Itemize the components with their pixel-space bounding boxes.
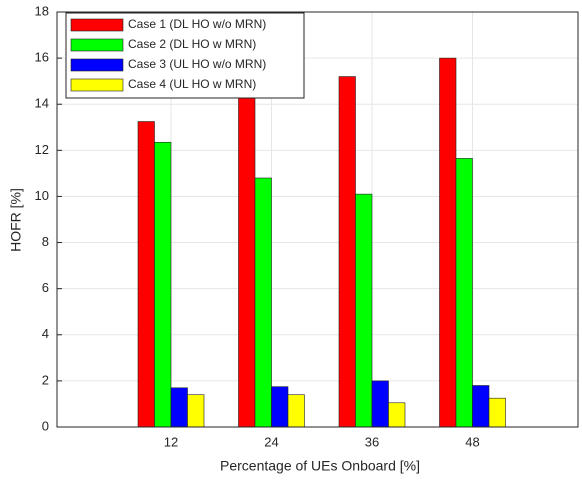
bar <box>170 387 188 428</box>
bar <box>238 94 256 428</box>
bar <box>338 76 356 428</box>
legend-label: Case 2 (DL HO w MRN) <box>128 37 256 51</box>
bar <box>154 141 172 428</box>
legend-label: Case 4 (UL HO w MRN) <box>128 77 256 91</box>
bar <box>355 193 373 428</box>
bar <box>287 394 305 428</box>
y-axis-label: HOFR [%] <box>8 188 24 252</box>
y-tick-label: 10 <box>35 188 49 203</box>
y-tick-label: 8 <box>42 234 49 249</box>
bar <box>439 57 457 428</box>
y-tick-label: 16 <box>35 50 49 65</box>
legend-swatch <box>70 38 124 52</box>
y-tick-label: 12 <box>35 142 49 157</box>
bar <box>187 394 205 428</box>
bar <box>472 385 490 428</box>
legend-swatch <box>70 78 124 92</box>
y-tick-label: 4 <box>42 326 49 341</box>
legend-label: Case 3 (UL HO w/o MRN) <box>128 57 266 71</box>
x-tick-label: 48 <box>465 434 479 449</box>
y-tick-label: 0 <box>42 418 49 433</box>
x-tick-label: 24 <box>264 434 278 449</box>
x-tick-label: 12 <box>164 434 178 449</box>
legend-label: Case 1 (DL HO w/o MRN) <box>128 17 266 31</box>
bar <box>271 386 289 428</box>
bar <box>488 397 506 428</box>
y-tick-label: 6 <box>42 280 49 295</box>
y-tick-label: 2 <box>42 372 49 387</box>
y-tick-label: 18 <box>35 3 49 18</box>
bar <box>371 380 389 428</box>
legend-swatch <box>70 18 124 32</box>
bar <box>137 121 155 428</box>
axes-box <box>56 11 579 428</box>
legend-swatch <box>70 58 124 72</box>
bar <box>455 158 473 428</box>
x-axis-label: Percentage of UEs Onboard [%] <box>220 458 420 474</box>
bar <box>388 402 406 428</box>
bar <box>254 177 272 428</box>
x-tick-label: 36 <box>365 434 379 449</box>
y-tick-label: 14 <box>35 96 49 111</box>
